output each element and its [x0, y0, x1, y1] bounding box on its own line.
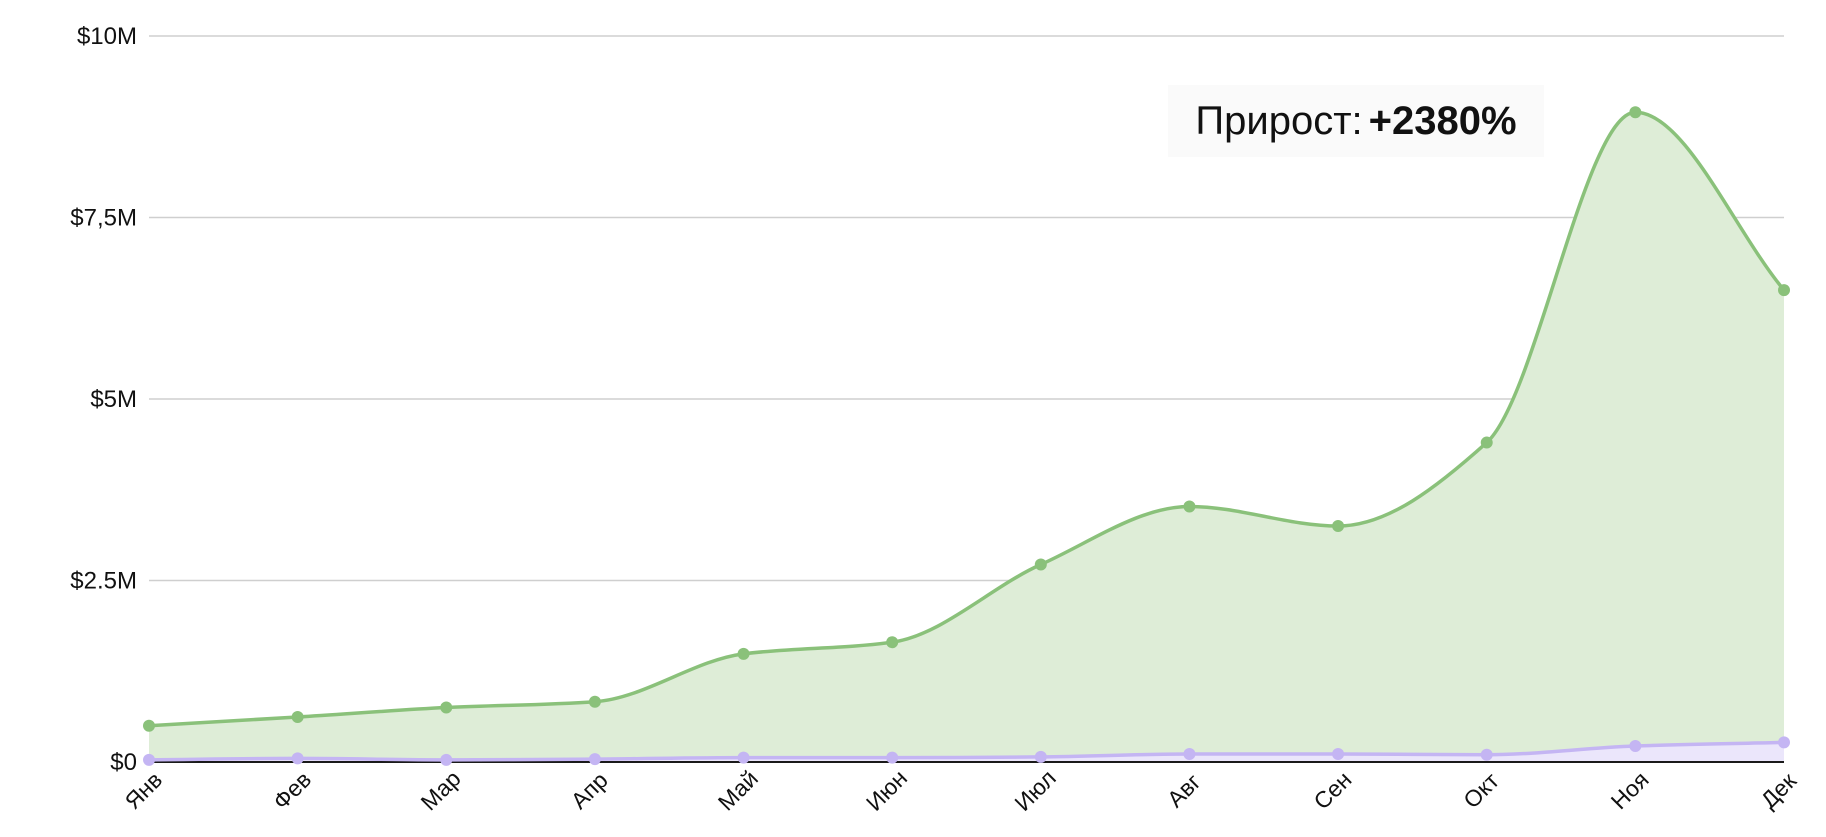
data-point [886, 751, 899, 764]
x-tick-label: Апр [566, 767, 613, 814]
x-tick-label: Ноя [1606, 766, 1654, 814]
data-point [886, 636, 899, 649]
data-point [440, 753, 453, 766]
data-points [143, 106, 1790, 766]
x-tick-label: Сен [1308, 766, 1356, 814]
data-point [1034, 750, 1047, 763]
growth-annotation: Прирост: +2380% [1168, 85, 1544, 157]
series-areas [149, 112, 1784, 763]
series-area-1 [149, 112, 1784, 763]
data-point [1629, 740, 1642, 753]
data-point [143, 753, 155, 766]
data-point [1778, 284, 1790, 297]
y-axis-labels: $0 $2.5M $5M $7,5M $10M [70, 23, 137, 776]
x-tick-label: Фев [268, 766, 316, 814]
data-point [291, 710, 304, 723]
x-tick-label: Авг [1162, 768, 1206, 812]
data-point [1480, 436, 1493, 449]
data-point [1629, 106, 1642, 119]
x-tick-label: Дек [1756, 767, 1802, 813]
y-tick-label: $10M [77, 23, 137, 50]
x-tick-label: Май [713, 765, 763, 815]
data-point [143, 719, 155, 732]
data-point [440, 701, 453, 714]
data-point [1332, 748, 1345, 761]
x-tick-label: Июл [1009, 765, 1060, 816]
data-point [1183, 748, 1196, 761]
data-point [1034, 558, 1047, 571]
series-area-2 [149, 742, 1784, 762]
data-point [588, 695, 601, 708]
y-tick-label: $0 [110, 749, 137, 776]
growth-value: +2380% [1368, 98, 1517, 143]
data-point [291, 752, 304, 765]
x-tick-label: Мар [416, 765, 466, 815]
data-point [588, 753, 601, 766]
data-point [737, 751, 750, 764]
y-tick-label: $2.5M [70, 568, 137, 595]
data-point [737, 647, 750, 660]
data-point [1332, 520, 1345, 533]
data-point [1183, 500, 1196, 513]
growth-label: Прирост: [1195, 98, 1363, 143]
series-line-2 [147, 740, 1786, 762]
x-axis-labels: Янв Фев Мар Апр Май Июн Июл Авг Сен Окт Ноя Дек [119, 765, 1801, 816]
data-point [1480, 748, 1493, 761]
x-tick-label: Окт [1458, 767, 1504, 813]
x-tick-label: Июн [861, 765, 912, 816]
y-tick-label: $5M [90, 386, 137, 413]
y-tick-label: $7,5M [70, 205, 137, 232]
data-point [1778, 736, 1790, 749]
